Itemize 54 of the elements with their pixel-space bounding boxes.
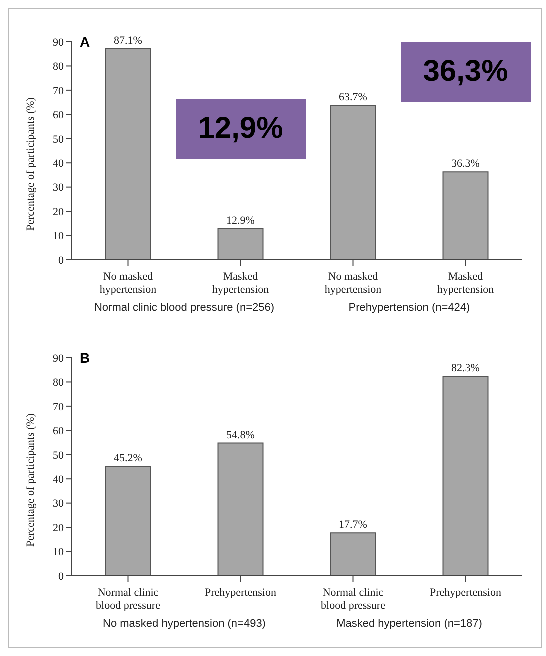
x-tick-label: No masked hypertension [100,271,158,296]
y-tick-label: 40 [53,474,64,486]
y-tick-label: 30 [53,498,64,510]
y-tick-label: 10 [53,546,64,559]
y-tick-label: 0 [58,570,64,583]
text: No masked hypertension (n=493) [102,618,267,630]
y-tick-label: 20 [53,522,64,534]
bar [218,442,264,576]
y-tick-label: 60 [53,426,64,438]
text: Prehypertension (n=424) [348,302,472,314]
text: Masked hypertension (n=187) [336,618,484,630]
data-label: 63.7% [339,92,368,104]
bar [330,532,376,576]
x-tick-label: Normal clinic blood pressure [321,587,386,612]
annotation: 12,9% [176,98,306,159]
data-label: 82.3% [452,362,480,375]
y-tick-label: 80 [53,377,64,390]
bar [330,105,376,260]
data-label: 17.7% [339,519,368,532]
bar [442,172,489,260]
x-tick-label: Prehypertension [430,587,502,599]
data-label: 12.9% [226,214,255,227]
y-tick-label: 50 [53,450,64,462]
bar [442,376,489,576]
y-tick-label: 90 [53,352,64,365]
bar [105,48,152,260]
x-tick-label: Masked hypertension [437,271,495,296]
chart-title: B [80,350,90,366]
x-tick-label: Normal clinic blood pressure [96,587,161,612]
y-axis-title: Percentage of participants (%) [24,413,37,547]
y-tick-label: 80 [53,61,64,74]
y-tick-label: 40 [53,158,64,170]
data-label: 54.8% [226,429,255,442]
annotation: 36,3% [400,42,531,102]
data-label: 45.2% [114,452,142,465]
y-tick-label: 10 [53,230,64,243]
y-tick-label: 0 [58,254,64,267]
data-label: 36.3% [452,158,480,170]
y-tick-label: 60 [53,110,64,122]
y-axis-title: Percentage of participants (%) [24,97,37,231]
x-tick-label: Masked hypertension [212,271,270,296]
y-tick-label: 70 [53,401,64,414]
bar [218,228,264,260]
bar [105,466,152,576]
x-tick-label: Prehypertension [205,587,277,599]
data-label: 87.1% [114,35,142,48]
chart-title: A [80,34,90,50]
text: Normal clinic blood pressure (n=256) [93,302,276,314]
y-tick-label: 70 [53,85,64,98]
y-tick-label: 30 [53,182,64,194]
x-tick-label: No masked hypertension [324,271,382,296]
y-tick-label: 50 [53,134,64,146]
y-tick-label: 90 [53,36,64,49]
y-tick-label: 20 [53,206,64,218]
